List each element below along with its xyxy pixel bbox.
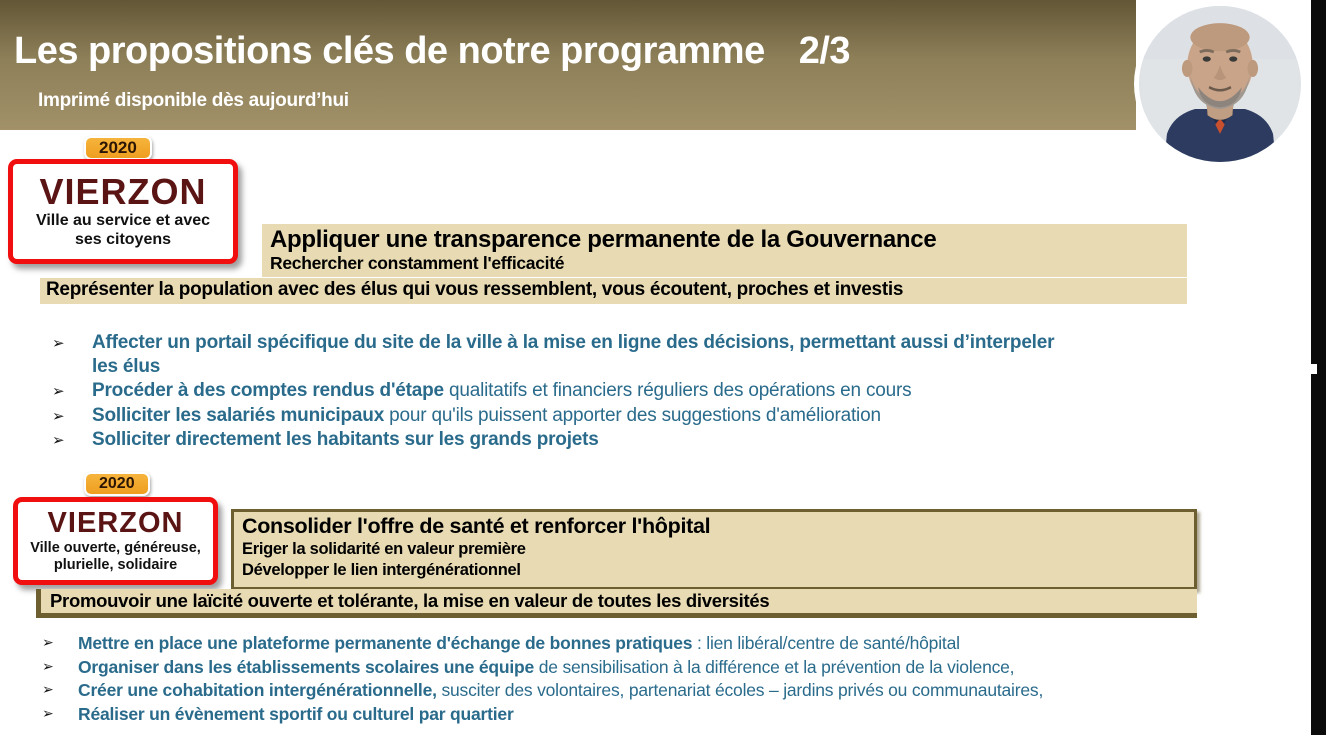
arrow-bullet-icon: ➢: [42, 704, 54, 721]
portrait-photo: [1134, 1, 1306, 167]
list-item: ➢ Solliciter directement les habitants s…: [52, 428, 1242, 452]
header-subtitle: Imprimé disponible dès aujourd’hui: [38, 90, 349, 111]
right-edge-tick: [1311, 364, 1317, 374]
bullet-text: Solliciter directement les habitants sur…: [92, 429, 599, 450]
arrow-bullet-icon: ➢: [52, 407, 65, 425]
logo-name: VIERZON: [39, 171, 207, 213]
right-edge-strip: [1311, 0, 1326, 735]
list-item: ➢ Affecter un portail spécifique du site…: [52, 331, 1242, 378]
portrait-illustration: [1142, 6, 1298, 162]
section-2-banner: Promouvoir une laïcité ouverte et toléra…: [36, 589, 1197, 618]
section-1-title: Appliquer une transparence permanente de…: [270, 226, 937, 253]
section-1-header: Appliquer une transparence permanente de…: [262, 224, 1187, 277]
year-badge-1: 2020: [84, 136, 152, 160]
arrow-bullet-icon: ➢: [52, 383, 65, 400]
section-2-subtitle-2: Développer le lien intergénérationnel: [242, 561, 521, 579]
arrow-bullet-icon: ➢: [42, 657, 54, 674]
page-indicator: 2/3: [798, 30, 851, 72]
bullet-text: Procéder à des comptes rendus d'étape qu…: [92, 380, 912, 401]
bullet-text: Mettre en place une plateforme permanent…: [78, 633, 960, 653]
arrow-bullet-icon: ➢: [42, 634, 54, 650]
vierzon-logo-2: VIERZON Ville ouverte, généreuse, plurie…: [13, 497, 218, 585]
arrow-bullet-icon: ➢: [42, 681, 54, 697]
arrow-bullet-icon: ➢: [52, 432, 65, 449]
logo-name: VIERZON: [47, 506, 184, 539]
logo-tagline: Ville ouverte, généreuse, plurielle, sol…: [30, 539, 201, 573]
page-title: Les propositions clés de notre programme…: [14, 30, 851, 73]
bullet-text: Réaliser un évènement sportif ou culture…: [78, 703, 514, 724]
logo-tagline: Ville au service et avec ses citoyens: [35, 212, 211, 248]
arrow-bullet-icon: ➢: [52, 335, 65, 352]
list-item: ➢ Créer une cohabitation intergénération…: [42, 679, 1292, 702]
bullet-text: Organiser dans les établissements scolai…: [78, 656, 1015, 677]
bullet-text: Affecter un portail spécifique du site d…: [92, 332, 1055, 377]
list-item: ➢ Procéder à des comptes rendus d'étape …: [52, 379, 1242, 403]
section-2-subtitle-1: Eriger la solidarité en valeur première: [242, 540, 526, 558]
year-badge-2: 2020: [84, 472, 150, 496]
list-item: ➢ Mettre en place une plateforme permane…: [42, 632, 1292, 655]
section-1-banner: Représenter la population avec des élus …: [40, 278, 1187, 304]
list-item: ➢ Solliciter les salariés municipaux pou…: [52, 404, 1242, 428]
section-1-subtitle: Rechercher constamment l'efficacité: [270, 253, 565, 273]
vierzon-logo-1: VIERZON Ville au service et avec ses cit…: [8, 159, 238, 264]
list-item: ➢ Organiser dans les établissements scol…: [42, 656, 1292, 679]
header-band: Les propositions clés de notre programme…: [0, 0, 1136, 130]
bullet-text: Créer une cohabitation intergénérationne…: [78, 680, 1044, 700]
section-1-bullets: ➢ Affecter un portail spécifique du site…: [52, 331, 1242, 453]
title-text: Les propositions clés de notre programme: [14, 30, 765, 72]
section-2-title: Consolider l'offre de santé et renforcer…: [242, 514, 711, 538]
list-item: ➢ Réaliser un évènement sportif ou cultu…: [42, 703, 1292, 726]
section-2-header: Consolider l'offre de santé et renforcer…: [231, 509, 1197, 590]
bullet-text: Solliciter les salariés municipaux pour …: [92, 404, 881, 426]
section-2-bullets: ➢ Mettre en place une plateforme permane…: [42, 632, 1292, 726]
